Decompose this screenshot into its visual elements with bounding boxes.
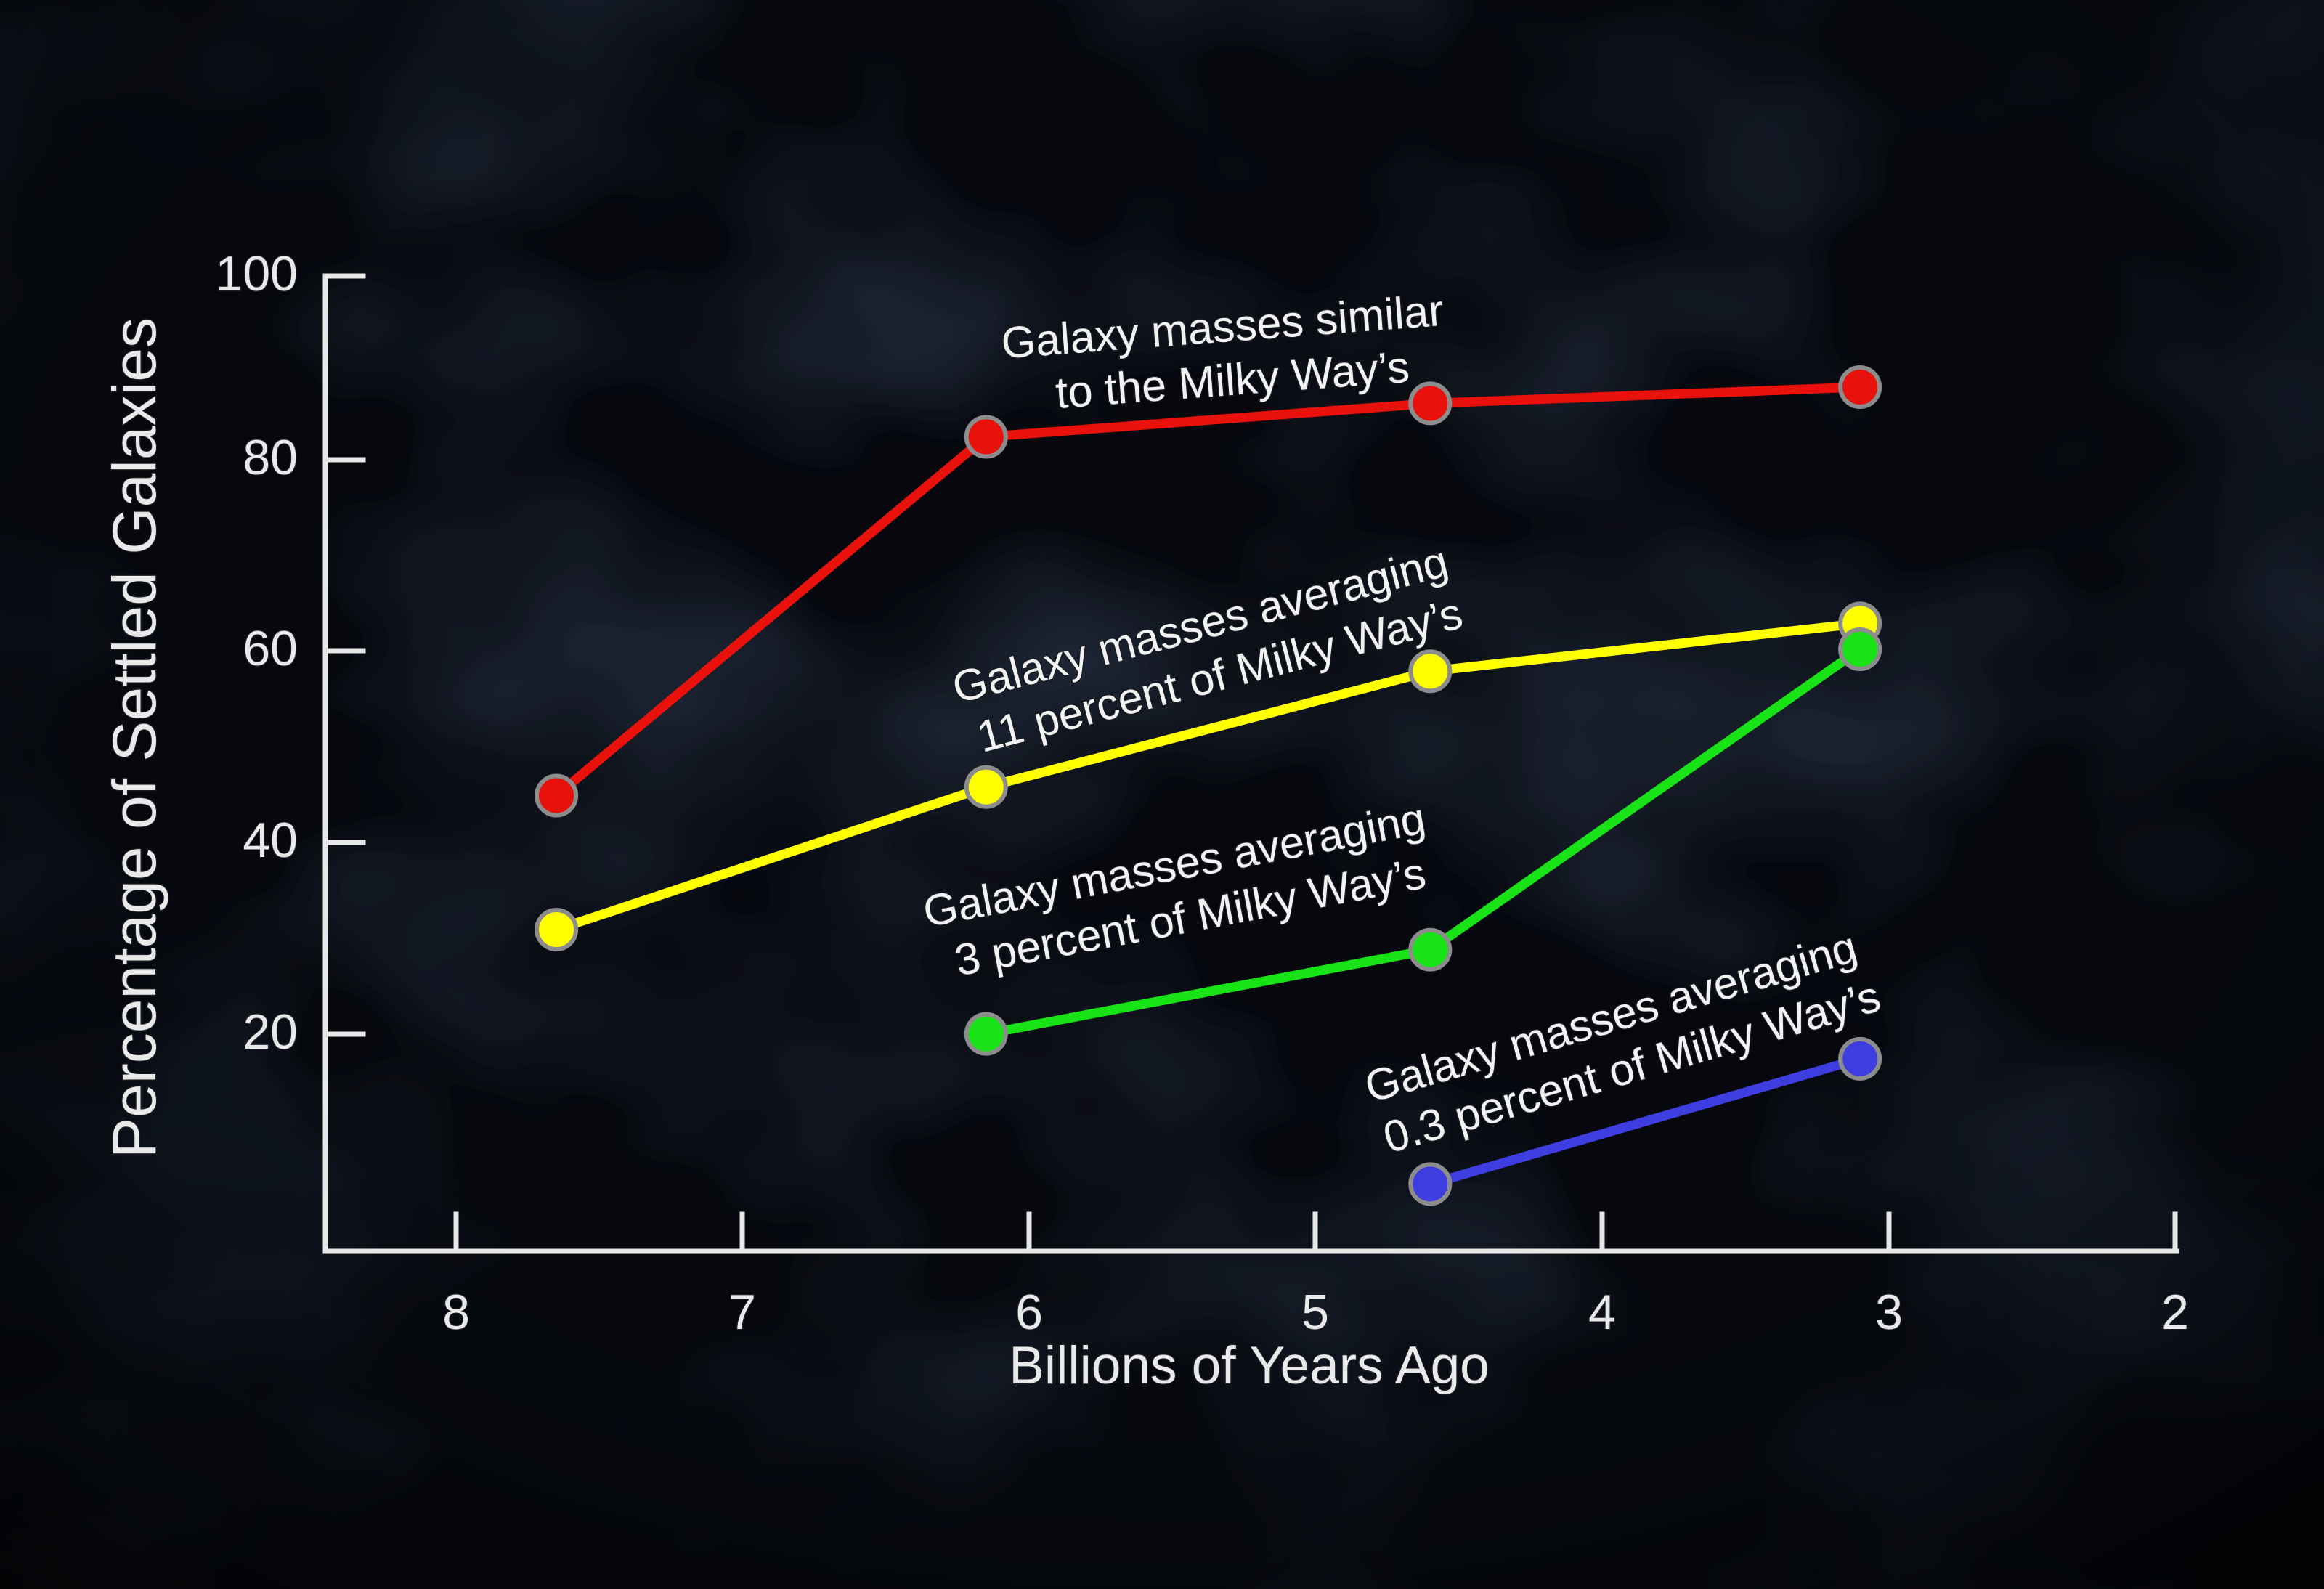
svg-text:40: 40 (243, 813, 298, 868)
svg-text:2: 2 (2161, 1285, 2189, 1340)
svg-text:80: 80 (243, 430, 298, 485)
svg-text:7: 7 (728, 1285, 756, 1340)
svg-text:8: 8 (442, 1285, 470, 1340)
svg-text:4: 4 (1588, 1285, 1616, 1340)
svg-text:20: 20 (243, 1004, 298, 1060)
svg-text:60: 60 (243, 621, 298, 676)
svg-text:6: 6 (1015, 1285, 1043, 1340)
svg-text:100: 100 (216, 246, 298, 301)
svg-text:Billions of Years Ago: Billions of Years Ago (1009, 1336, 1490, 1395)
svg-text:5: 5 (1301, 1285, 1329, 1340)
svg-text:Percentage of Settled Galaxies: Percentage of Settled Galaxies (100, 317, 168, 1158)
svg-text:3: 3 (1875, 1285, 1903, 1340)
